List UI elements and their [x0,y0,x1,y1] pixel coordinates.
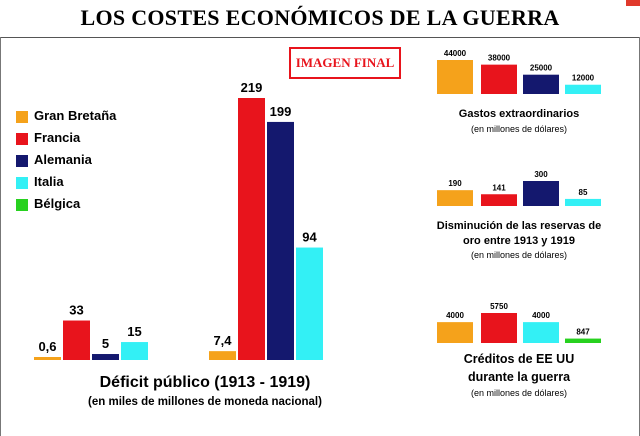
small-chart-2-value-label: 300 [534,170,548,179]
small-chart-2-bar-francia [481,194,517,206]
deficit-value-label: 7,4 [213,333,232,348]
legend-swatch-italia [16,177,28,189]
small-chart-2-value-label: 190 [448,179,462,188]
small-chart-2-title: oro entre 1913 y 1919 [463,235,575,247]
small-chart-3-title: durante la guerra [468,370,571,384]
small-chart-3-bar-gran-bretana [437,322,473,343]
legend-swatch-alemania [16,155,28,167]
deficit-bar-alemania [267,121,294,360]
frame-left-border [0,37,1,436]
small-chart-2-bar-italia [565,198,601,206]
small-chart-1-bar-alemania [523,74,559,94]
deficit-value-label: 199 [270,104,292,119]
small-chart-2-bar-gran-bretana [437,190,473,206]
legend-label: Francia [34,130,81,145]
deficit-value-label: 94 [302,230,317,245]
small-chart-2-subtitle: (en millones de dólares) [471,250,567,260]
legend-swatch-belgica [16,199,28,211]
small-chart-3-title: Créditos de EE UU [464,352,574,366]
page-title: LOS COSTES ECONÓMICOS DE LA GUERRA [80,5,560,30]
corner-mark [626,0,640,6]
deficit-value-label: 15 [127,324,141,339]
deficit-bar-francia [238,98,265,360]
small-chart-2-value-label: 141 [492,183,506,192]
deficit-bar-gran-bretana [209,351,236,360]
small-chart-3-bar-francia [481,313,517,343]
small-chart-1-value-label: 44000 [444,49,467,58]
small-chart-2-bar-alemania [523,181,559,206]
deficit-bar-alemania [92,354,119,360]
deficit-bar-italia [121,342,148,360]
small-chart-3-value-label: 5750 [490,302,508,311]
legend-label: Alemania [34,152,92,167]
deficit-value-label: 33 [69,303,83,318]
deficit-bar-italia [296,247,323,360]
small-chart-1-title: Gastos extraordinarios [459,108,579,120]
deficit-value-label: 219 [241,80,263,95]
small-chart-1-bar-italia [565,84,601,94]
small-chart-2-title: Disminución de las reservas de [437,220,601,232]
small-chart-1-bar-gran-bretana [437,60,473,94]
deficit-chart-subtitle: (en miles de millones de moneda nacional… [88,396,322,408]
small-chart-1-value-label: 25000 [530,64,553,73]
legend-label: Bélgica [34,196,81,211]
deficit-value-label: 0,6 [38,339,56,354]
small-chart-3-value-label: 847 [576,328,590,337]
legend-swatch-francia [16,133,28,145]
small-chart-1-subtitle: (en millones de dólares) [471,124,567,134]
small-chart-1-value-label: 12000 [572,74,595,83]
legend-swatch-gran-bretana [16,111,28,123]
legend-label: Italia [34,174,64,189]
deficit-bar-gran-bretana [34,357,61,360]
small-chart-3-bar-belgica [565,338,601,343]
small-chart-1-value-label: 38000 [488,54,511,63]
small-chart-1-bar-francia [481,64,517,94]
imagen-final-stamp: IMAGEN FINAL [289,47,401,79]
header-bar: LOS COSTES ECONÓMICOS DE LA GUERRA [0,0,640,38]
deficit-bar-francia [63,320,90,360]
deficit-chart-title: Déficit público (1913 - 1919) [100,374,311,391]
small-chart-3-value-label: 4000 [532,311,550,320]
deficit-value-label: 5 [102,336,109,351]
small-chart-3-value-label: 4000 [446,311,464,320]
legend-label: Gran Bretaña [34,108,117,123]
small-chart-2-value-label: 85 [579,188,588,197]
small-chart-3-bar-italia [523,322,559,343]
small-chart-3-subtitle: (en millones de dólares) [471,388,567,398]
